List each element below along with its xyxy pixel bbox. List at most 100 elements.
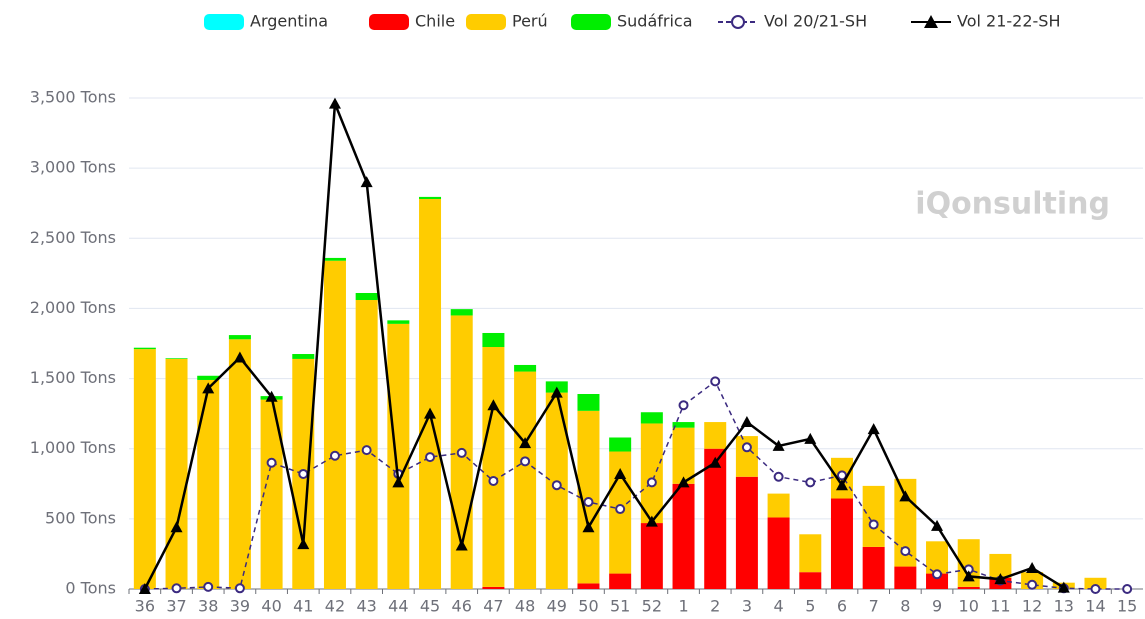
x-tick-label: 43 [356,597,376,616]
marker [424,407,437,419]
marker [962,570,975,582]
x-tick-label: 11 [990,597,1010,616]
marker [488,475,499,486]
x-tick-label: 1 [678,597,688,616]
bar-segment [228,335,251,340]
marker [234,583,245,594]
marker [361,445,372,456]
bar-segment [704,448,727,589]
bar-segment [197,379,220,589]
bar-segment [577,394,600,411]
marker [170,521,183,533]
marker [932,569,943,580]
marker [520,456,531,467]
bar-segment [355,292,378,301]
bar-segment [640,412,663,424]
bar-segment [165,358,188,589]
bar-segment [799,534,822,573]
bar-segment [482,347,505,587]
line [143,103,1065,590]
marker [773,471,784,482]
marker [328,97,341,109]
y-tick-label: 3,500 Tons [30,88,116,107]
marker [202,382,215,394]
legend-label: Chile [415,12,455,31]
y-tick-label: 1,500 Tons [30,368,116,387]
marker [487,399,500,411]
x-tick-label: 37 [166,597,186,616]
bar-segment [735,476,758,589]
bar-segment [672,483,695,589]
bar-segment [577,583,600,589]
legend-swatch [369,14,409,30]
marker [710,376,721,387]
bar-segment [672,427,695,484]
x-tick-label: 15 [1117,597,1137,616]
bar-segment [323,257,346,261]
bar-segment [862,546,885,589]
x-tick-label: 6 [837,597,847,616]
legend-label: Vol 20/21-SH [764,12,867,31]
x-tick-label: 4 [774,597,784,616]
watermark: iQonsulting [915,187,1110,222]
bar-segment [672,422,695,428]
x-tick-label: 8 [900,597,910,616]
marker [456,447,467,458]
marker [519,437,532,449]
bar-segment [514,364,537,372]
x-tick-label: 9 [932,597,942,616]
x-tick-label: 10 [959,597,979,616]
x-tick-label: 51 [610,597,630,616]
bar-segment [862,485,885,547]
bar-segment [830,498,853,589]
legend-marker [924,15,938,28]
legend-swatch [466,14,506,30]
bar-segment [735,436,758,477]
marker [550,386,563,398]
marker [741,442,752,453]
bar-segment [989,553,1012,578]
x-tick-label: 45 [420,597,440,616]
marker [645,515,658,527]
x-tick-label: 40 [261,597,281,616]
bar-segment [640,423,663,524]
legend-marker [731,15,745,29]
marker [329,450,340,461]
bar-segment [133,347,156,350]
marker [614,467,627,479]
x-tick-label: 13 [1054,597,1074,616]
legend-label: Vol 21-22-SH [957,12,1060,31]
x-tick-label: 48 [515,597,535,616]
bar-segment [799,572,822,589]
marker [1090,584,1101,594]
bar-segment [767,517,790,589]
bar-segment [609,437,632,452]
x-tick-label: 3 [742,597,752,616]
legend-label: Perú [512,12,548,31]
marker [392,476,405,488]
marker [868,519,879,530]
bar-segment [609,573,632,589]
x-tick-label: 52 [642,597,662,616]
bar-segment [957,586,980,589]
legend-swatch [571,14,611,30]
bar-segment [260,399,283,589]
marker [297,538,310,550]
marker [740,416,753,428]
marker [455,539,468,551]
marker [1122,584,1133,594]
marker [835,479,848,491]
marker [360,176,373,188]
marker [646,477,657,488]
bar-segment [1084,577,1107,589]
marker [677,476,690,488]
marker [615,504,626,515]
bar-segment [482,332,505,348]
marker [138,583,151,594]
bar-segment [292,354,315,359]
bar-segment [450,309,473,316]
bar-segment [133,349,156,589]
marker [582,521,595,533]
marker [583,497,594,508]
marker [1027,579,1038,590]
